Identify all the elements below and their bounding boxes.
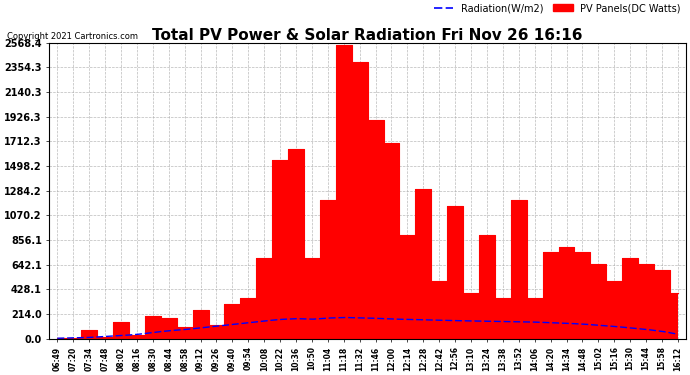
Text: Copyright 2021 Cartronics.com: Copyright 2021 Cartronics.com — [7, 32, 138, 41]
Title: Total PV Power & Solar Radiation Fri Nov 26 16:16: Total PV Power & Solar Radiation Fri Nov… — [152, 28, 583, 43]
Legend: Radiation(W/m2), PV Panels(DC Watts): Radiation(W/m2), PV Panels(DC Watts) — [434, 3, 681, 13]
